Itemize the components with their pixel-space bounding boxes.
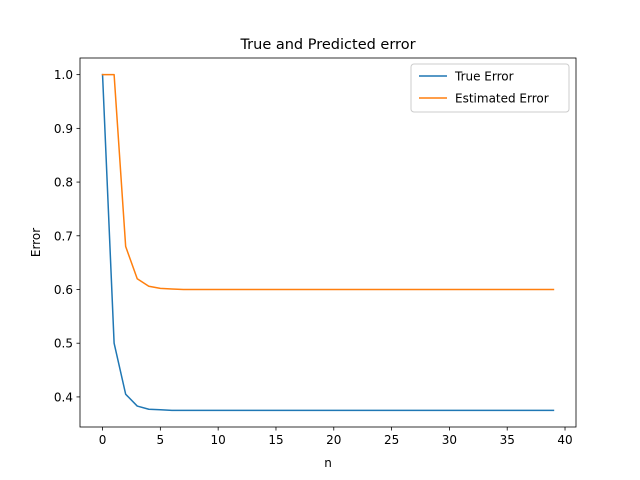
x-tick-label: 15 <box>268 433 283 447</box>
legend: True Error Estimated Error <box>410 63 570 113</box>
y-tick-label: 0.7 <box>54 229 73 243</box>
plot-area <box>80 58 576 427</box>
series-layer <box>101 73 555 412</box>
y-axis-label: Error <box>29 228 43 257</box>
series-line-1 <box>101 73 555 412</box>
y-tick-label: 0.9 <box>54 122 73 136</box>
x-tick-label: 20 <box>326 433 341 447</box>
x-tick-label: 35 <box>500 433 515 447</box>
x-tick-label: 5 <box>157 433 165 447</box>
y-tick-label: 0.4 <box>54 390 73 404</box>
y-tick-label: 0.8 <box>54 176 73 190</box>
y-tick-label: 0.5 <box>54 337 73 351</box>
chart-title: True and Predicted error <box>239 37 415 53</box>
legend-label: Estimated Error <box>455 92 549 106</box>
legend-box <box>410 63 570 113</box>
y-tick-label: 0.6 <box>54 283 73 297</box>
x-axis-label: n <box>324 456 332 470</box>
x-tick-label: 0 <box>99 433 107 447</box>
axes-frame <box>79 57 577 428</box>
x-tick-label: 40 <box>557 433 572 447</box>
series-line-2 <box>101 73 555 291</box>
y-tick-label: 1.0 <box>54 68 73 82</box>
x-tick-label: 25 <box>384 433 399 447</box>
x-tick-label: 10 <box>211 433 226 447</box>
x-tick-label: 30 <box>442 433 457 447</box>
legend-label: True Error <box>454 70 514 84</box>
axes-layer: 0 5 10 15 20 25 30 35 40 0.4 0.5 0.6 0.7 0.8 0.9 1.0 <box>54 57 577 447</box>
